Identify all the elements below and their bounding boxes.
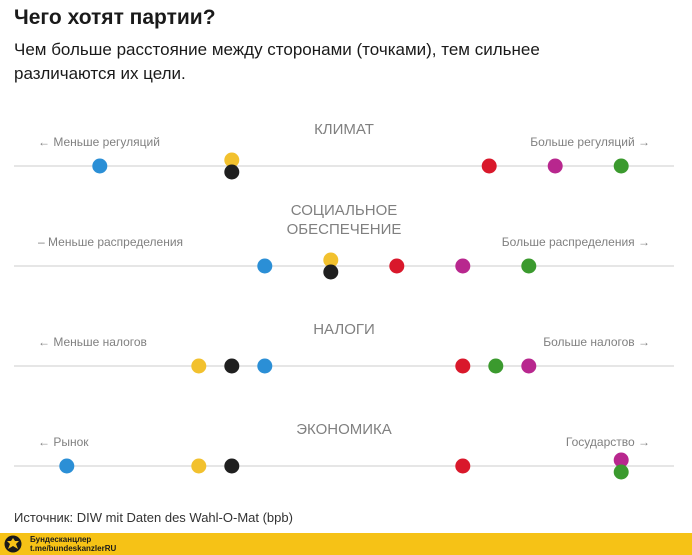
party-point-blue <box>59 458 75 474</box>
axis-title: КЛИМАТ <box>314 121 374 138</box>
footer-brand-link[interactable]: t.me/bundeskanzlerRU <box>30 544 117 553</box>
party-point-red <box>455 458 471 474</box>
party-point-yellow <box>224 152 240 168</box>
axis-right-label: Больше распределения → <box>502 235 650 249</box>
axis-title: СОЦИАЛЬНОЕ <box>291 202 398 219</box>
party-point-magenta <box>455 258 471 274</box>
party-point-yellow <box>191 458 207 474</box>
party-point-green <box>521 258 537 274</box>
party-point-red <box>455 358 471 374</box>
party-point-black <box>224 358 240 374</box>
party-positions-chart: КЛИМАТ ← Меньше регуляций Больше регуляций… <box>14 121 674 480</box>
axis-left-label: ← Меньше налогов <box>38 335 147 349</box>
party-point-green <box>488 358 504 374</box>
party-point-red <box>481 158 497 174</box>
party-point-green <box>613 464 629 480</box>
party-point-blue <box>92 158 108 174</box>
axis-title: ОБЕСПЕЧЕНИЕ <box>287 221 402 238</box>
axis-left-label: ← Рынок <box>38 435 89 449</box>
eagle-icon <box>4 535 22 553</box>
footer-brand-name: Бундесканцлер <box>30 535 92 544</box>
page-title: Чего хотят партии? <box>14 6 216 29</box>
party-point-red <box>389 258 405 274</box>
party-point-green <box>613 158 629 174</box>
axis-right-label: Больше регуляций → <box>530 135 650 149</box>
page-subtitle: Чем больше расстояние между сторонами (т… <box>14 40 540 83</box>
party-point-black <box>224 164 240 180</box>
party-point-magenta <box>521 358 537 374</box>
party-point-blue <box>257 358 273 374</box>
source-note: Источник: DIW mit Daten des Wahl-O-Mat (… <box>14 510 293 525</box>
footer-bar: Бундесканцлер t.me/bundeskanzlerRU <box>0 533 692 555</box>
party-point-magenta <box>547 158 563 174</box>
axis-left-label: ← Меньше регуляций <box>38 135 160 149</box>
axis-title: НАЛОГИ <box>313 321 375 338</box>
party-point-yellow <box>323 252 339 268</box>
axis-right-label: Государство → <box>566 435 650 449</box>
footer-brand: Бундесканцлер t.me/bundeskanzlerRU <box>30 535 116 553</box>
party-point-yellow <box>191 358 207 374</box>
axis-title: ЭКОНОМИКА <box>296 421 392 438</box>
axis-right-label: Больше налогов → <box>543 335 650 349</box>
axis-left-label: – Меньше распределения <box>38 235 183 249</box>
party-point-black <box>224 458 240 474</box>
party-point-magenta <box>613 452 629 468</box>
party-point-black <box>323 264 339 280</box>
party-point-blue <box>257 258 273 274</box>
